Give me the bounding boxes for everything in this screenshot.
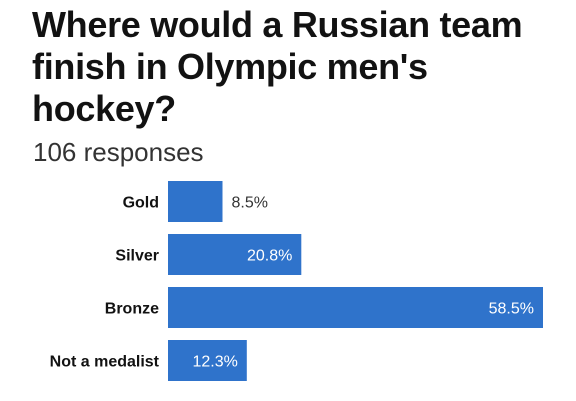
category-label-silver: Silver <box>115 248 159 265</box>
value-label-gold: 8.5% <box>231 195 267 212</box>
category-label-gold: Gold <box>123 195 159 212</box>
category-label-not-a-medalist: Not a medalist <box>50 354 160 371</box>
bar-silver <box>168 234 302 275</box>
value-label-silver: 20.8% <box>247 248 292 265</box>
value-label-bronze: 58.5% <box>489 301 534 318</box>
value-label-not-a-medalist: 12.3% <box>192 354 237 371</box>
bar-not-a-medalist <box>168 340 247 381</box>
chart-title: Where would a Russian team finish in Oly… <box>32 4 523 129</box>
bar-gold <box>168 181 223 222</box>
bar-bronze <box>168 287 543 328</box>
category-label-bronze: Bronze <box>105 301 159 318</box>
response-count: 106 responses <box>33 137 204 167</box>
